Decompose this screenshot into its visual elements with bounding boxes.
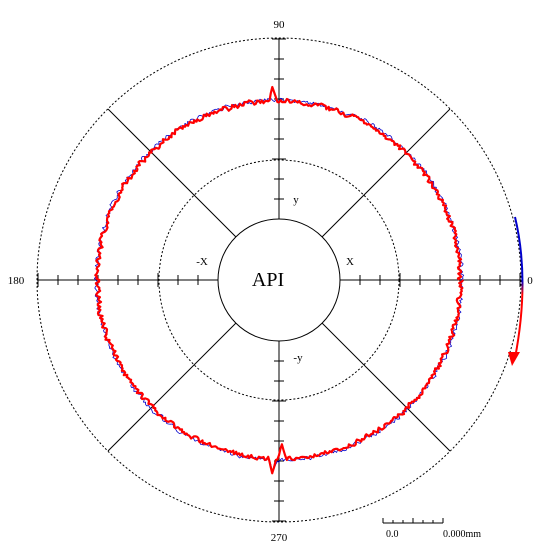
axis-label-pos-x: X [346,256,354,268]
axis-label-pos-y: y [293,194,299,206]
arrow-head [508,352,520,366]
angle-label-180: 180 [8,275,25,287]
center-circle [217,218,341,342]
profile-traces [94,85,465,475]
angle-label-270: 270 [271,532,288,544]
angle-label-0: 0 [527,275,533,287]
scale-bar [382,518,444,524]
scale-bar-start-label: 0.0 [386,529,399,540]
axis-label-neg-y: -y [293,352,303,364]
main-axes [37,38,521,522]
diagonal-grid-lines [107,108,451,452]
center-label: API [252,269,284,291]
angle-label-90: 90 [274,19,286,31]
scale-bar-end-label: 0.000mm [443,529,481,540]
red-profile-trace [94,85,464,475]
axis-ticks [37,38,521,522]
axis-label-neg-x: -X [196,256,208,268]
rotation-direction-arrow [514,216,524,359]
